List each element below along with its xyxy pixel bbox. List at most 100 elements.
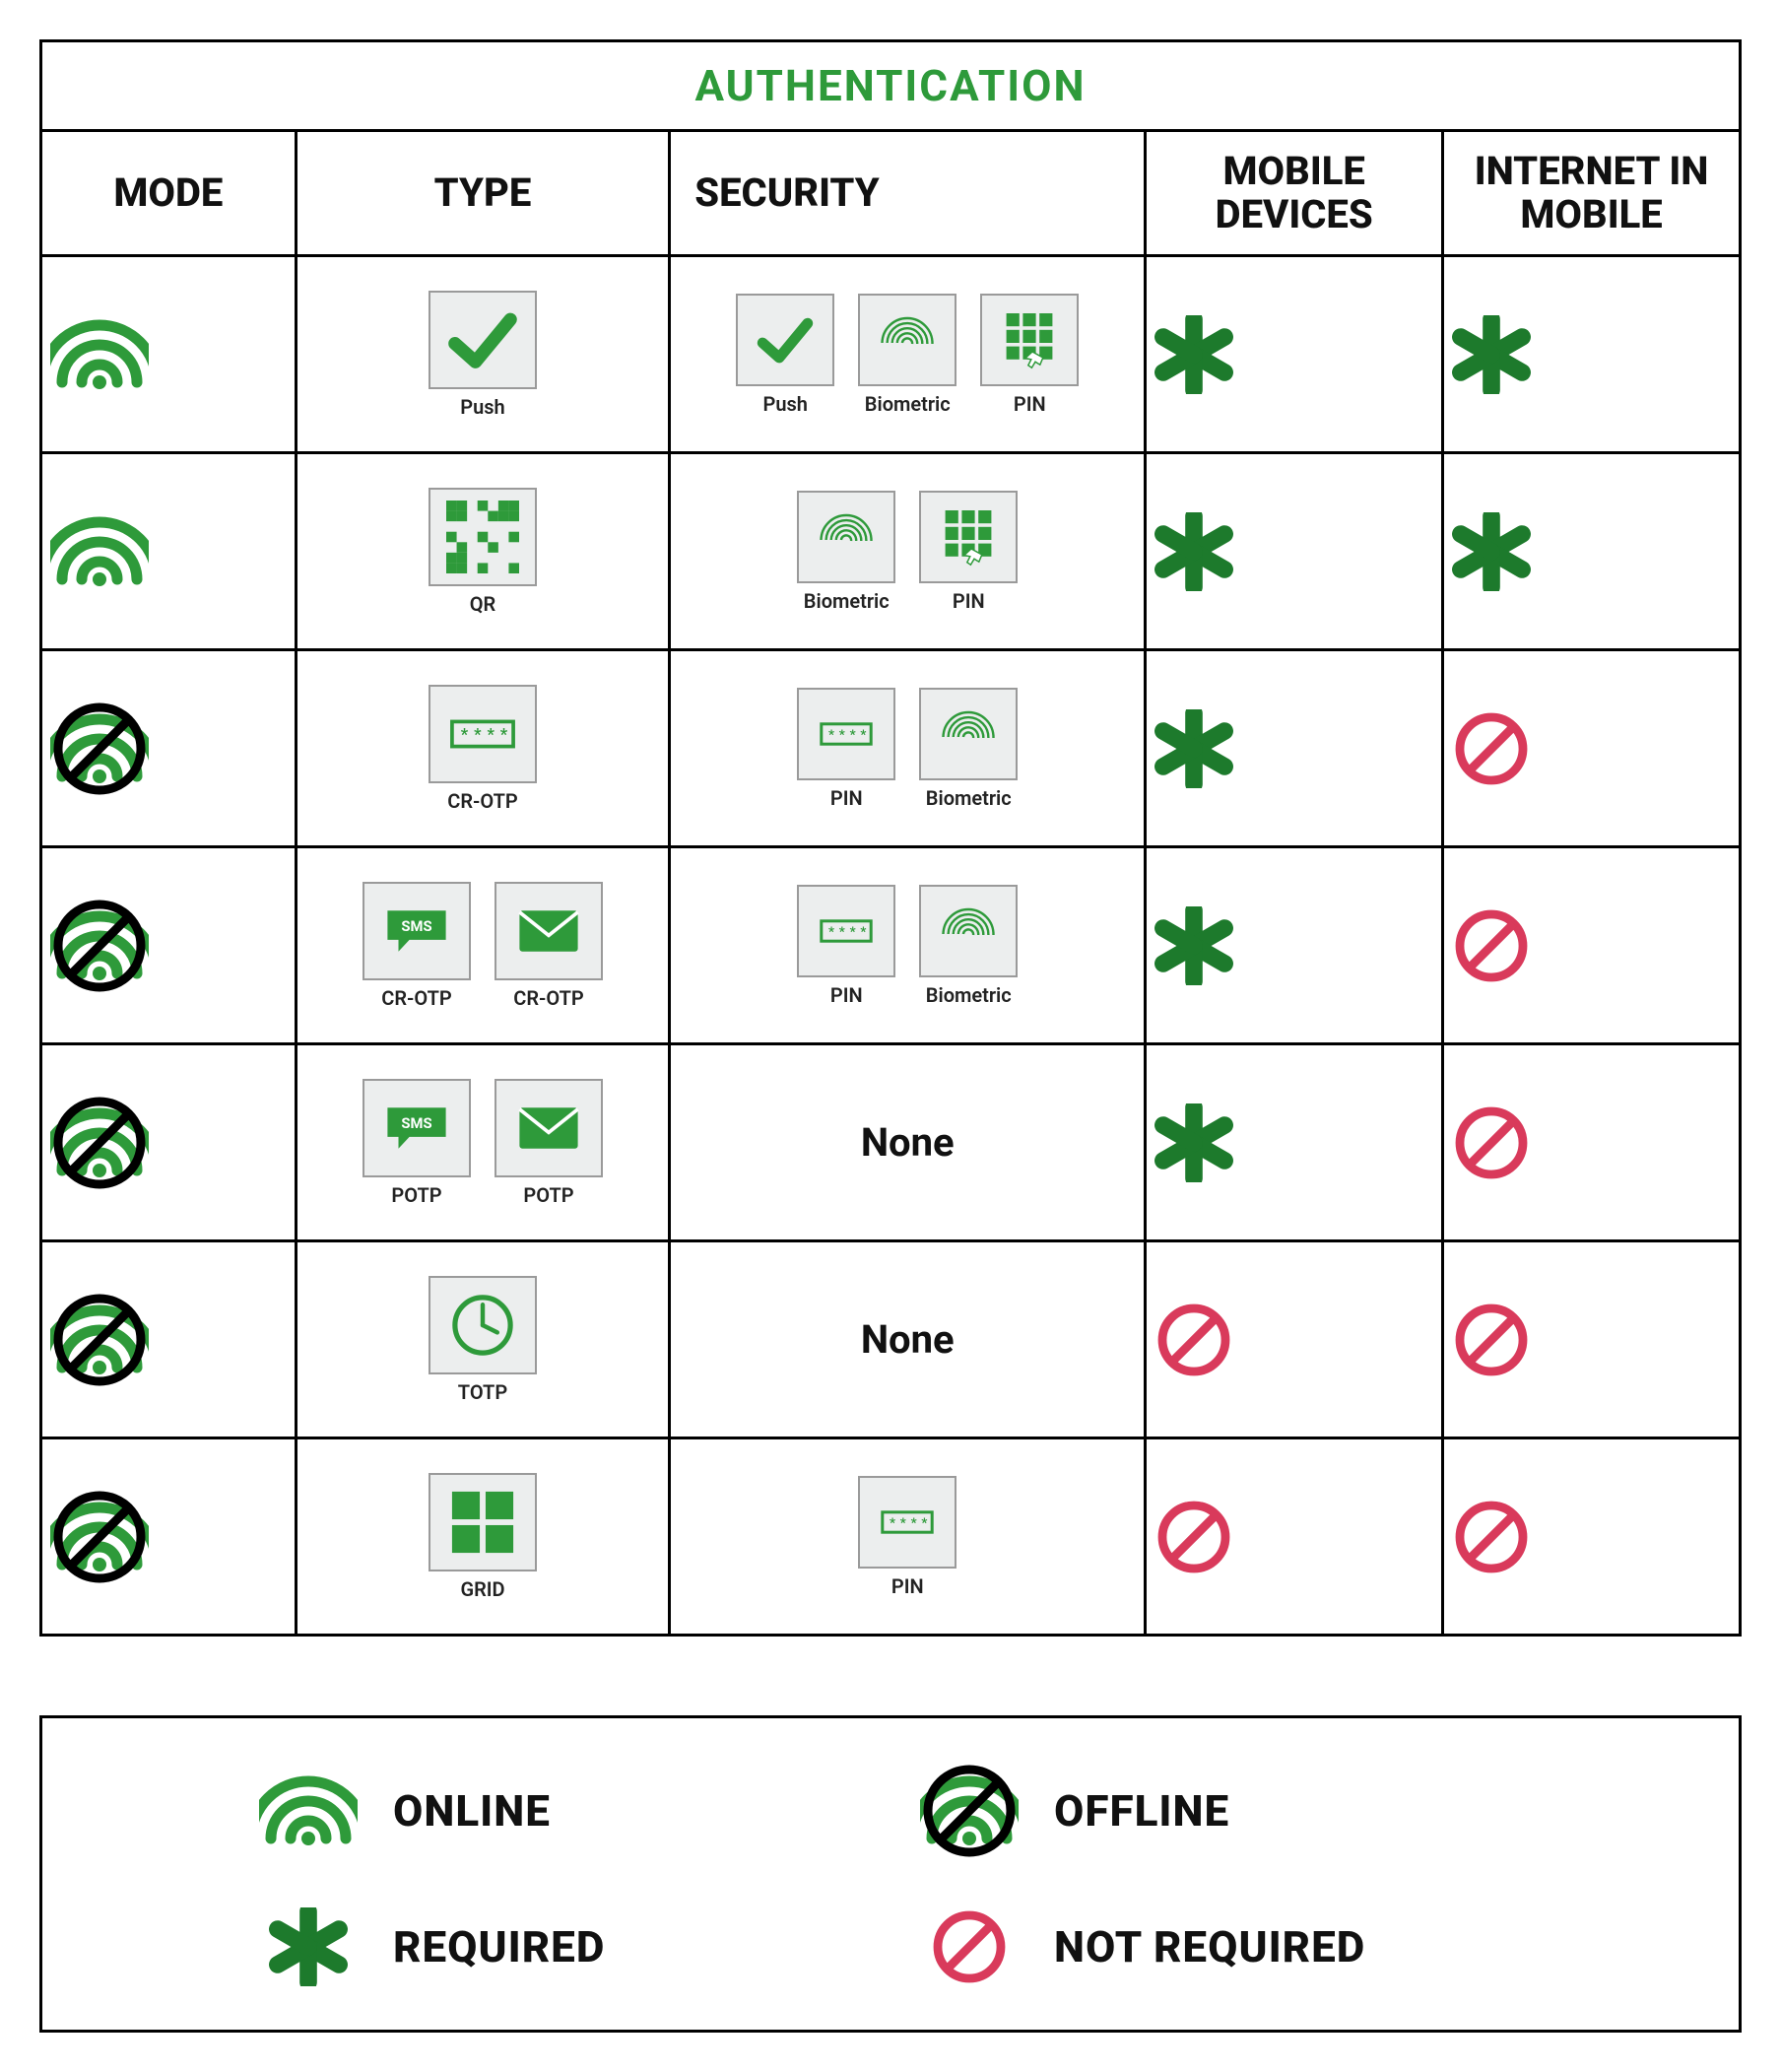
icon-box-pin_grid: PIN	[980, 294, 1079, 416]
table-row: SMS CR-OTP CR-OTP **** PIN Biometric	[41, 847, 1741, 1044]
check-icon	[429, 291, 537, 389]
header-mode: MODE	[41, 131, 297, 256]
icon-label: Push	[763, 392, 808, 416]
icon-label: CR-OTP	[381, 986, 451, 1010]
pinfield-icon: ****	[797, 885, 895, 977]
table-header-row: MODE TYPE SECURITY MOBILE DEVICES INTERN…	[41, 131, 1741, 256]
grid4-icon	[429, 1473, 537, 1571]
cell-type: QR	[296, 453, 670, 650]
svg-text:*: *	[861, 727, 867, 742]
security-none: None	[861, 1119, 955, 1166]
header-type: TYPE	[296, 131, 670, 256]
pinfield-icon: ****	[858, 1476, 956, 1569]
sms-icon: SMS	[363, 1079, 471, 1177]
pinfield-icon: ****	[429, 685, 537, 783]
cell-internet	[1443, 1438, 1741, 1636]
icon-label: QR	[470, 592, 496, 616]
table-row: SMS POTP POTP None	[41, 1044, 1741, 1241]
legend-not-required: NOT REQUIRED	[920, 1907, 1365, 1986]
asterisk-icon	[259, 1907, 358, 1986]
table-row: TOTP None	[41, 1241, 1741, 1438]
icon-label: PIN	[891, 1574, 924, 1598]
table-title: AUTHENTICATION	[41, 41, 1741, 131]
legend-offline-label: OFFLINE	[1054, 1785, 1229, 1837]
cell-internet	[1443, 453, 1741, 650]
svg-text:*: *	[911, 1515, 917, 1530]
cell-mobile	[1146, 1241, 1443, 1438]
cell-security: None	[670, 1044, 1146, 1241]
cell-mode	[41, 1438, 297, 1636]
svg-text:*: *	[850, 924, 856, 939]
fingerprint-icon	[919, 885, 1018, 977]
icon-label: Biometric	[804, 589, 890, 613]
svg-text:*: *	[890, 1515, 895, 1530]
cell-internet	[1443, 256, 1741, 453]
icon-label: TOTP	[458, 1380, 507, 1404]
icon-box-biometric: Biometric	[919, 688, 1018, 810]
cell-type: TOTP	[296, 1241, 670, 1438]
table-row: GRID **** PIN	[41, 1438, 1741, 1636]
icon-box-totp: TOTP	[429, 1276, 537, 1404]
icon-label: Biometric	[926, 786, 1012, 810]
cell-mode	[41, 1241, 297, 1438]
icon-label: POTP	[523, 1183, 573, 1207]
cell-internet	[1443, 650, 1741, 847]
header-mobile: MOBILE DEVICES	[1146, 131, 1443, 256]
legend-required-label: REQUIRED	[393, 1921, 605, 1972]
icon-label: GRID	[460, 1577, 504, 1601]
legend: ONLINE OFFLINE REQUIRED NOT REQUIRED	[39, 1715, 1742, 2033]
icon-label: PIN	[953, 589, 985, 613]
icon-box-crotp: **** CR-OTP	[429, 685, 537, 813]
legend-online: ONLINE	[101, 1762, 551, 1860]
keypad-icon	[980, 294, 1079, 386]
cell-mobile	[1146, 1438, 1443, 1636]
svg-text:*: *	[828, 924, 834, 939]
pinfield-icon: ****	[797, 688, 895, 780]
icon-label: POTP	[391, 1183, 441, 1207]
cell-type: SMS CR-OTP CR-OTP	[296, 847, 670, 1044]
cell-security: Biometric PIN	[670, 453, 1146, 650]
cell-mobile	[1146, 847, 1443, 1044]
cell-internet	[1443, 1241, 1741, 1438]
svg-text:*: *	[828, 727, 834, 742]
legend-not-required-label: NOT REQUIRED	[1054, 1921, 1365, 1972]
svg-text:*: *	[861, 924, 867, 939]
cell-type: GRID	[296, 1438, 670, 1636]
cell-type: **** CR-OTP	[296, 650, 670, 847]
icon-box-push: Push	[429, 291, 537, 419]
icon-label: Biometric	[865, 392, 951, 416]
icon-box-pin_field: **** PIN	[797, 885, 895, 1007]
icon-box-potp_mail: POTP	[495, 1079, 603, 1207]
header-security: SECURITY	[670, 131, 1146, 256]
cell-security: None	[670, 1241, 1146, 1438]
cell-type: SMS POTP POTP	[296, 1044, 670, 1241]
icon-label: CR-OTP	[447, 789, 517, 813]
cell-security: **** PIN	[670, 1438, 1146, 1636]
icon-box-crotp_mail: CR-OTP	[495, 882, 603, 1010]
mail-icon	[495, 1079, 603, 1177]
icon-box-grid: GRID	[429, 1473, 537, 1601]
legend-online-label: ONLINE	[393, 1785, 551, 1837]
icon-label: PIN	[830, 983, 863, 1007]
svg-text:*: *	[850, 727, 856, 742]
check-icon	[736, 294, 834, 386]
icon-label: CR-OTP	[513, 986, 583, 1010]
fingerprint-icon	[858, 294, 956, 386]
cell-mode	[41, 847, 297, 1044]
icon-label: Push	[460, 395, 504, 419]
cell-security: Push Biometric PIN	[670, 256, 1146, 453]
header-internet: INTERNET IN MOBILE	[1443, 131, 1741, 256]
cell-mobile	[1146, 256, 1443, 453]
qr-icon	[429, 488, 537, 586]
cell-mobile	[1146, 453, 1443, 650]
icon-box-crotp_sms: SMS CR-OTP	[363, 882, 471, 1010]
fingerprint-icon	[919, 688, 1018, 780]
authentication-table: AUTHENTICATION MODE TYPE SECURITY MOBILE…	[39, 39, 1742, 1637]
cell-security: **** PIN Biometric	[670, 847, 1146, 1044]
icon-box-pin_field: **** PIN	[858, 1476, 956, 1598]
legend-offline: OFFLINE	[920, 1762, 1229, 1860]
cell-type: Push	[296, 256, 670, 453]
wifi-offline-icon	[920, 1762, 1019, 1860]
svg-text:*: *	[900, 1515, 906, 1530]
cell-security: **** PIN Biometric	[670, 650, 1146, 847]
